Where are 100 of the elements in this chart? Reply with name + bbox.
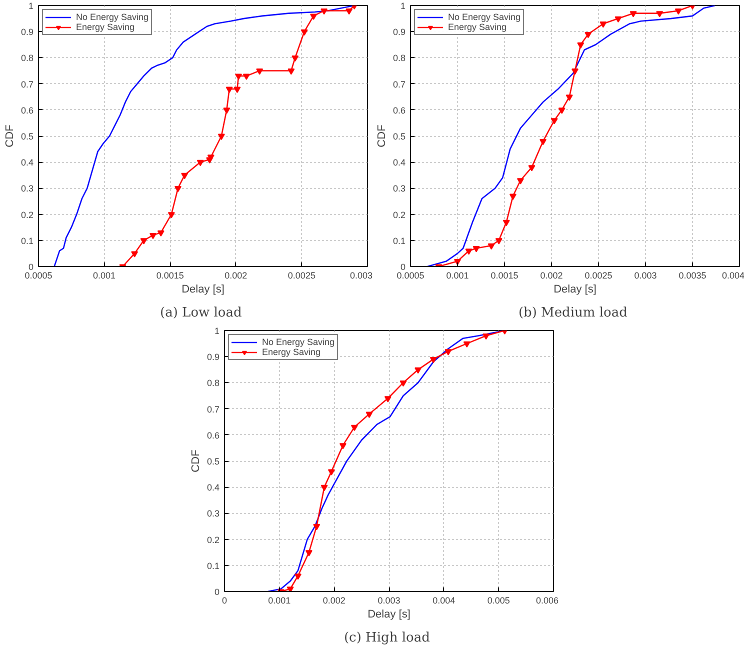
y-tick-label: 0.8 xyxy=(206,378,220,388)
point xyxy=(600,22,607,28)
point xyxy=(558,108,566,114)
point xyxy=(630,11,637,18)
x-tick-label: 0.0005 xyxy=(24,270,52,280)
point xyxy=(577,42,584,49)
y-tick-label: 0.6 xyxy=(392,105,406,116)
y-tick-label: 0.7 xyxy=(392,79,406,90)
x-tick-label: 0.0005 xyxy=(396,270,424,280)
x-tick-label: 0.001 xyxy=(268,596,291,606)
point xyxy=(656,11,664,18)
y-tick-label: 0.5 xyxy=(20,132,34,142)
point xyxy=(140,238,148,244)
point xyxy=(384,396,392,402)
y-axis-title: CDF xyxy=(376,124,388,148)
y-tick-label: 0.4 xyxy=(206,482,220,493)
y-tick-label: 0.2 xyxy=(20,210,34,220)
y-tick-label: 0.5 xyxy=(206,456,220,466)
point xyxy=(242,74,250,80)
y-tick-label: 0.1 xyxy=(206,560,220,571)
x-tick-label: 0.0015 xyxy=(156,270,184,280)
x-axis-title: Delay [s] xyxy=(368,608,410,620)
y-tick-label: 1 xyxy=(214,326,220,336)
x-tick-label: 0 xyxy=(222,596,228,606)
point xyxy=(288,68,295,75)
y-tick-label: 0.4 xyxy=(20,158,34,168)
point xyxy=(509,194,516,200)
y-tick-label: 0 xyxy=(214,587,220,597)
x-tick-label: 0.005 xyxy=(487,596,510,606)
x-tick-label: 0.0025 xyxy=(288,270,316,280)
legend-label: Energy Saving xyxy=(448,22,507,32)
x-tick-label: 0.001 xyxy=(446,270,469,280)
point xyxy=(454,259,461,266)
point xyxy=(310,14,318,20)
y-tick-label: 0.7 xyxy=(206,404,220,414)
y-tick-label: 0.1 xyxy=(20,236,34,246)
x-tick-label: 0.0025 xyxy=(584,270,612,280)
y-tick-label: 0.7 xyxy=(20,79,34,90)
x-tick-label: 0.004 xyxy=(722,270,745,280)
y-tick-label: 1 xyxy=(400,1,406,11)
point xyxy=(234,86,241,93)
x-tick-label: 0.003 xyxy=(378,596,400,606)
y-tick-label: 0.2 xyxy=(206,534,220,545)
y-tick-label: 0.2 xyxy=(392,210,406,220)
y-tick-label: 0.9 xyxy=(20,27,34,38)
point xyxy=(181,172,188,180)
y-tick-label: 0.6 xyxy=(206,430,220,440)
legend-label: Energy Saving xyxy=(76,22,135,32)
x-tick-label: 0.002 xyxy=(540,270,563,280)
x-tick-label: 0.002 xyxy=(322,596,346,606)
y-tick-label: 0.3 xyxy=(392,184,406,194)
point xyxy=(614,16,622,23)
point xyxy=(292,55,299,62)
point xyxy=(320,8,328,15)
point xyxy=(463,341,470,348)
point xyxy=(218,134,225,140)
point xyxy=(131,251,138,258)
x-axis-title: Delay [s] xyxy=(182,284,224,296)
text: (b) Medium load xyxy=(518,306,628,320)
y-tick-label: 0.9 xyxy=(392,27,406,38)
point xyxy=(465,248,472,255)
point xyxy=(226,86,233,93)
text: (c) High load xyxy=(344,630,430,646)
point xyxy=(502,220,510,226)
x-tick-label: 0.006 xyxy=(536,596,559,606)
y-tick-label: 0 xyxy=(400,262,406,272)
point xyxy=(400,380,407,387)
point xyxy=(414,367,422,374)
point xyxy=(584,32,592,38)
point xyxy=(550,118,558,124)
y-tick-label: 0.4 xyxy=(392,158,406,168)
y-tick-label: 0 xyxy=(28,262,34,272)
point xyxy=(223,108,230,114)
point xyxy=(346,8,353,15)
y-tick-label: 0.8 xyxy=(20,53,34,64)
x-tick-label: 0.004 xyxy=(432,596,456,606)
y-tick-label: 0.3 xyxy=(20,184,34,194)
point xyxy=(305,550,312,556)
point xyxy=(174,186,182,192)
x-tick-label: 0.003 xyxy=(350,270,373,280)
point xyxy=(430,356,437,364)
point xyxy=(207,154,214,161)
point xyxy=(320,484,328,492)
y-tick-label: 0.1 xyxy=(392,236,406,246)
point xyxy=(328,469,335,476)
x-tick-label: 0.0035 xyxy=(678,270,706,280)
y-axis-title: CDF xyxy=(190,449,202,472)
point xyxy=(196,160,204,166)
point xyxy=(294,574,302,580)
y-tick-label: 0.6 xyxy=(20,105,34,116)
point xyxy=(350,424,358,432)
point xyxy=(235,74,242,80)
legend-label: No Energy Saving xyxy=(448,12,521,22)
point xyxy=(540,138,547,146)
point xyxy=(256,68,264,75)
point xyxy=(366,412,373,418)
point xyxy=(339,443,346,450)
point xyxy=(572,68,578,75)
point xyxy=(528,165,536,172)
point xyxy=(300,29,308,36)
